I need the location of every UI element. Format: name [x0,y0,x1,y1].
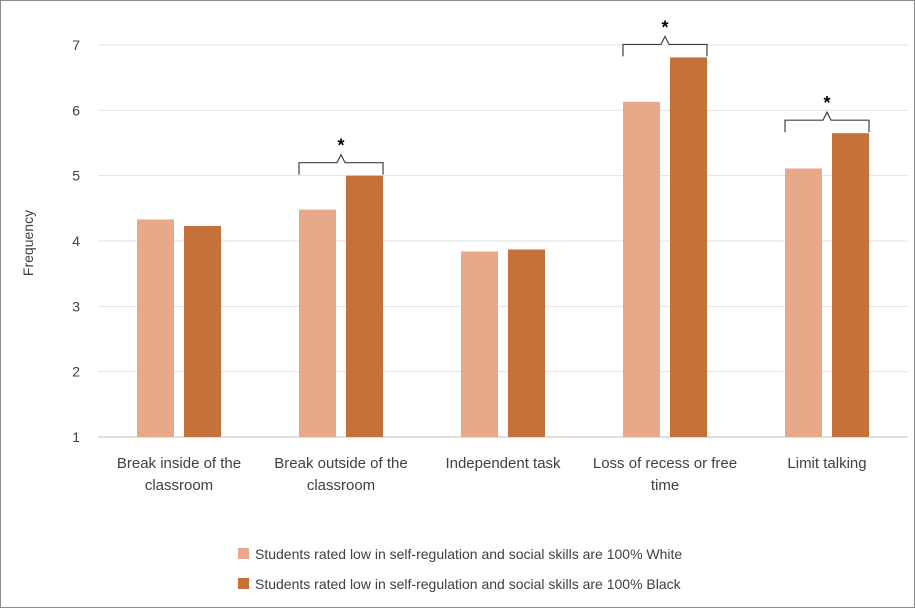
legend-swatch [238,548,249,559]
y-axis-label: Frequency [20,210,36,276]
x-tick-label: Loss of recess or free [593,455,737,472]
x-tick-label: classroom [145,477,213,494]
bar-white-4 [785,168,822,438]
significance-star: * [823,93,830,113]
bar-black-3 [670,57,707,438]
bar-white-3 [623,101,660,437]
bar-white-2 [461,251,498,437]
x-tick-label: time [651,477,679,494]
y-tick-label: 4 [72,233,80,249]
x-tick-label: Break outside of the [274,455,407,472]
significance-bracket [298,153,384,175]
y-tick-label: 3 [72,298,80,314]
x-tick-label: Break inside of the [117,455,241,472]
significance-star: * [337,136,344,156]
legend-swatch [238,578,249,589]
y-tick-label: 5 [72,168,80,184]
significance-bracket [622,35,708,57]
bar-white-0 [137,219,174,437]
y-tick-label: 7 [72,37,80,53]
legend-label: Students rated low in self-regulation an… [255,546,682,562]
significance-bracket [784,110,870,133]
bar-white-1 [299,209,336,437]
y-tick-label: 1 [72,429,80,445]
bar-black-2 [508,249,545,437]
x-tick-label: Limit talking [787,455,866,472]
bar-black-1 [346,175,383,437]
y-tick-label: 6 [72,102,80,118]
significance-star: * [661,17,668,37]
x-tick-label: Independent task [445,455,561,472]
y-tick-label: 2 [72,364,80,380]
legend-label: Students rated low in self-regulation an… [255,576,682,592]
x-tick-label: classroom [307,477,375,494]
bar-black-4 [832,133,869,437]
bar-black-0 [184,225,221,437]
